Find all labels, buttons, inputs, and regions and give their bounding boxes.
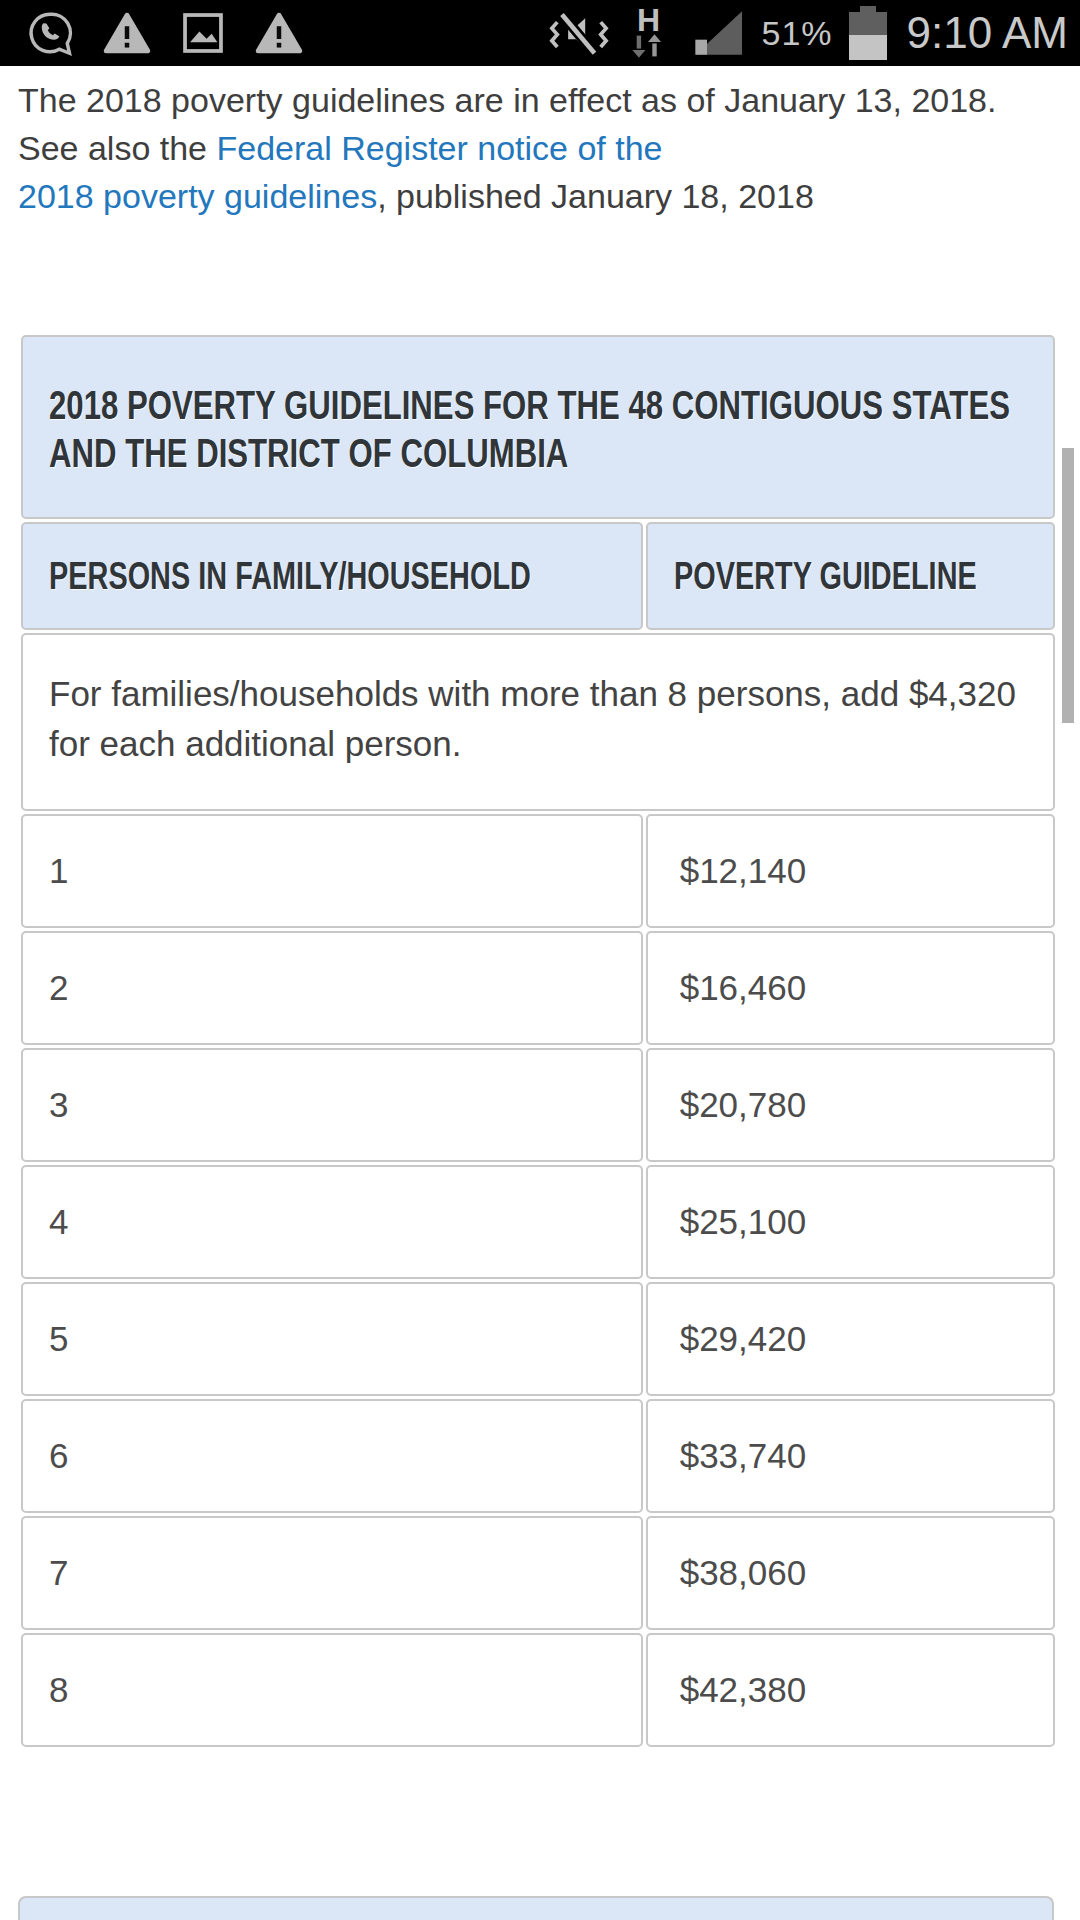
persons-cell: 1 [21,814,643,928]
poverty-guidelines-link[interactable]: 2018 poverty guidelines [18,177,377,215]
persons-cell: 6 [21,1399,643,1513]
whatsapp-icon [26,9,74,57]
battery-icon [849,6,887,60]
table-header-row: PERSONS IN FAMILY/HOUSEHOLD POVERTY GUID… [21,522,1055,630]
table-row: 8 $42,380 [21,1633,1055,1747]
table-row: 3 $20,780 [21,1048,1055,1162]
persons-cell: 7 [21,1516,643,1630]
page-scrollbar[interactable] [1062,448,1074,723]
clock-label: 9:10 AM [903,8,1068,58]
page-content: The 2018 poverty guidelines are in effec… [0,66,1080,1750]
next-table-header-peek [18,1896,1054,1920]
see-also-paragraph: See also the Federal Register notice of … [18,124,1020,220]
amount-cell: $29,420 [646,1282,1055,1396]
table-title: 2018 POVERTY GUIDELINES FOR THE 48 CONTI… [21,335,1055,519]
amount-cell: $42,380 [646,1633,1055,1747]
table-row: 1 $12,140 [21,814,1055,928]
network-arrows-icon [628,33,668,59]
persons-cell: 8 [21,1633,643,1747]
network-type-label: H [626,5,672,35]
persons-cell: 2 [21,931,643,1045]
table-row: 5 $29,420 [21,1282,1055,1396]
persons-cell: 5 [21,1282,643,1396]
intro-paragraph: The 2018 poverty guidelines are in effec… [18,76,1020,124]
see-also-prefix: See also the [18,129,216,167]
table-note-row: For families/households with more than 8… [21,633,1055,811]
signal-strength-icon [688,8,746,58]
persons-cell: 4 [21,1165,643,1279]
mobile-browser-screen: H 51% 9:10 AM The 2018 poverty guid [0,0,1080,1920]
amount-cell: $38,060 [646,1516,1055,1630]
warning-icon [254,9,304,57]
table-row: 6 $33,740 [21,1399,1055,1513]
amount-cell: $25,100 [646,1165,1055,1279]
gallery-icon [180,10,226,56]
published-suffix: , published January 18, 2018 [377,177,814,215]
column-header-guideline: POVERTY GUIDELINE [646,522,1055,630]
notification-icons [12,9,304,57]
federal-register-link[interactable]: Federal Register notice of the [216,129,662,167]
amount-cell: $12,140 [646,814,1055,928]
warning-icon [102,9,152,57]
table-note: For families/households with more than 8… [21,633,1055,811]
network-type-indicator: H [626,5,672,61]
column-header-persons: PERSONS IN FAMILY/HOUSEHOLD [21,522,643,630]
amount-cell: $20,780 [646,1048,1055,1162]
persons-cell: 3 [21,1048,643,1162]
table-row: 2 $16,460 [21,931,1055,1045]
table-title-row: 2018 POVERTY GUIDELINES FOR THE 48 CONTI… [21,335,1055,519]
table-row: 4 $25,100 [21,1165,1055,1279]
poverty-guidelines-table: 2018 POVERTY GUIDELINES FOR THE 48 CONTI… [18,332,1058,1750]
battery-percent-label: 51% [762,14,833,53]
amount-cell: $33,740 [646,1399,1055,1513]
vibrate-muted-icon [548,8,610,58]
status-bar: H 51% 9:10 AM [0,0,1080,66]
amount-cell: $16,460 [646,931,1055,1045]
system-status-icons: H 51% 9:10 AM [548,5,1069,61]
table-row: 7 $38,060 [21,1516,1055,1630]
